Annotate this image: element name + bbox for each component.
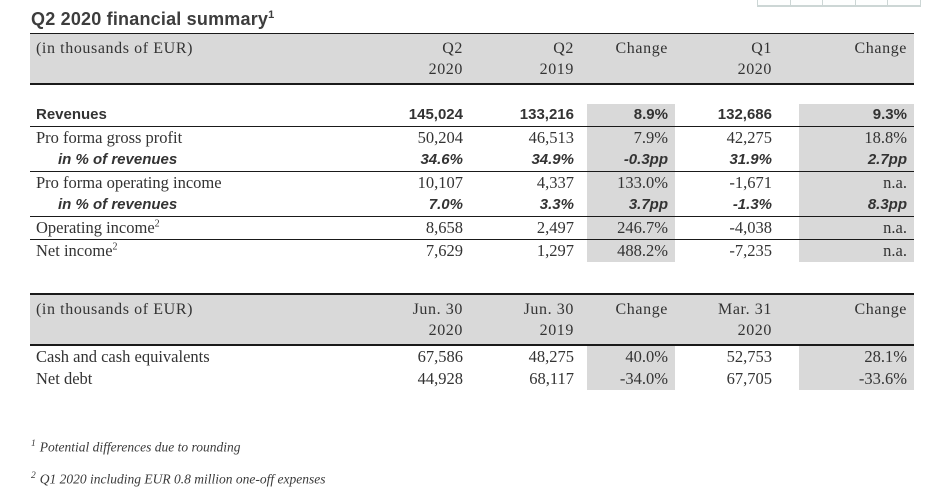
change-value-cell: -0.3pp [581, 149, 675, 172]
footnote-2: 2 Q1 2020 including EUR 0.8 million one-o… [31, 462, 914, 493]
row-label: Net income2 [30, 240, 382, 263]
change-value-cell: 2.7pp [779, 149, 914, 172]
footnotes: 1 Potential differences due to rounding 2… [31, 430, 914, 493]
value-cell: 34.6% [382, 149, 470, 172]
value-cell: 67,705 [675, 368, 779, 390]
footnote-reference: 2 [113, 242, 118, 253]
change-value-cell: 28.1% [779, 345, 914, 368]
row-label: Pro forma operating income [30, 172, 382, 195]
change-value-cell: 9.3% [779, 104, 914, 127]
value-cell: 46,513 [470, 127, 581, 150]
change-value-cell: n.a. [779, 172, 914, 195]
value-cell: 145,024 [382, 104, 470, 127]
footnote-1-text: Potential differences due to rounding [40, 440, 241, 455]
value-cell: -4,038 [675, 217, 779, 240]
change-value-cell: 18.8% [779, 127, 914, 150]
value-cell: 68,117 [470, 368, 581, 390]
value-cell: -1,671 [675, 172, 779, 195]
change-value-cell: 40.0% [581, 345, 675, 368]
unit-label: (in thousands of EUR) [30, 34, 382, 85]
footnote-2-text: Q1 2020 including EUR 0.8 million one-of… [40, 471, 326, 486]
value-cell: 1,297 [470, 240, 581, 263]
row-label: in % of revenues [30, 194, 382, 217]
value-cell: 42,275 [675, 127, 779, 150]
column-header: Change [581, 294, 675, 345]
value-cell: 50,204 [382, 127, 470, 150]
value-cell: 10,107 [382, 172, 470, 195]
value-cell: 7.0% [382, 194, 470, 217]
value-cell: 48,275 [470, 345, 581, 368]
column-header: Change [779, 34, 914, 85]
value-cell: 44,928 [382, 368, 470, 390]
page-title-text: Q2 2020 financial summary [31, 9, 268, 29]
value-cell: 133,216 [470, 104, 581, 127]
footnote-2-marker: 2 [31, 471, 36, 481]
footnote-1-marker: 1 [31, 439, 36, 449]
change-value-cell: n.a. [779, 217, 914, 240]
change-value-cell: 488.2% [581, 240, 675, 263]
row-label: Operating income2 [30, 217, 382, 240]
change-value-cell: -34.0% [581, 368, 675, 390]
row-label: in % of revenues [30, 149, 382, 172]
change-value-cell: 8.9% [581, 104, 675, 127]
value-cell: 34.9% [470, 149, 581, 172]
page-title-footnote-marker: 1 [268, 9, 274, 21]
value-cell: 8,658 [382, 217, 470, 240]
value-cell: 132,686 [675, 104, 779, 127]
change-value-cell: 3.7pp [581, 194, 675, 217]
value-cell: 2,497 [470, 217, 581, 240]
value-cell: -7,235 [675, 240, 779, 263]
row-label: Cash and cash equivalents [30, 345, 382, 368]
change-value-cell: n.a. [779, 240, 914, 263]
page-title: Q2 2020 financial summary1 [31, 5, 914, 30]
row-label: Net debt [30, 368, 382, 390]
change-value-cell: -33.6% [779, 368, 914, 390]
footnote-reference: 2 [155, 219, 160, 230]
value-cell: 31.9% [675, 149, 779, 172]
footnote-1: 1 Potential differences due to rounding [31, 430, 914, 462]
change-value-cell: 133.0% [581, 172, 675, 195]
row-label: Pro forma gross profit [30, 127, 382, 150]
value-cell: 67,586 [382, 345, 470, 368]
change-value-cell: 8.3pp [779, 194, 914, 217]
change-value-cell: 246.7% [581, 217, 675, 240]
spacer-cell [30, 84, 914, 104]
value-cell: 3.3% [470, 194, 581, 217]
spacer-row [30, 84, 914, 104]
value-cell: 52,753 [675, 345, 779, 368]
value-cell: -1.3% [675, 194, 779, 217]
value-cell: 4,337 [470, 172, 581, 195]
change-value-cell: 7.9% [581, 127, 675, 150]
value-cell: 7,629 [382, 240, 470, 263]
column-header: Change [581, 34, 675, 85]
column-header: Change [779, 294, 914, 345]
financial-summary-section: Q2 2020 financial summary1 (in thousands… [30, 5, 914, 493]
row-label: Revenues [30, 104, 382, 127]
unit-label: (in thousands of EUR) [30, 294, 382, 345]
